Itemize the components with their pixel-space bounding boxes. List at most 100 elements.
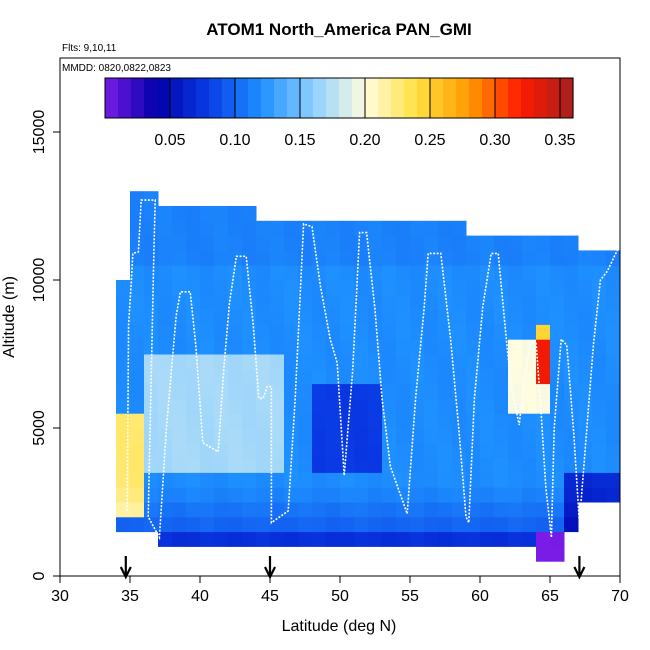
heatmap-cell bbox=[354, 516, 369, 533]
heatmap-cell bbox=[438, 457, 453, 473]
heatmap-cell bbox=[172, 398, 187, 414]
heatmap-cell bbox=[396, 457, 411, 473]
heatmap-cell bbox=[256, 220, 271, 237]
heatmap-cell bbox=[158, 516, 173, 533]
heatmap-cell bbox=[424, 516, 439, 533]
heatmap-cell bbox=[494, 472, 509, 488]
heatmap-cell bbox=[536, 309, 551, 325]
heatmap-cell bbox=[536, 502, 551, 518]
heatmap-cell bbox=[522, 339, 537, 355]
heatmap-cell bbox=[382, 472, 397, 488]
heatmap-cell bbox=[130, 487, 145, 503]
heatmap-cell bbox=[480, 309, 495, 325]
heatmap-cell bbox=[550, 442, 565, 459]
heatmap-cell bbox=[312, 442, 327, 459]
colorbar-swatch bbox=[365, 78, 379, 118]
heatmap-cell bbox=[256, 294, 271, 311]
heatmap-cell bbox=[466, 235, 481, 251]
heatmap-cell bbox=[200, 220, 215, 237]
heatmap-cell bbox=[312, 413, 327, 429]
x-axis-title: Latitude (deg N) bbox=[282, 618, 397, 635]
heatmap-cell bbox=[606, 487, 621, 503]
heatmap-cell bbox=[130, 428, 145, 444]
heatmap-cell bbox=[368, 442, 383, 459]
heatmap-cell bbox=[452, 354, 467, 370]
heatmap-cell bbox=[382, 354, 397, 370]
heatmap-cell bbox=[242, 383, 257, 399]
heatmap-cell bbox=[564, 472, 579, 488]
heatmap-cell bbox=[242, 442, 257, 459]
heatmap-cell bbox=[172, 472, 187, 488]
heatmap-cell bbox=[116, 324, 131, 340]
heatmap-cell bbox=[340, 383, 355, 399]
heatmap-cell bbox=[466, 354, 481, 370]
heatmap-cell bbox=[130, 339, 145, 355]
heatmap-cell bbox=[396, 339, 411, 355]
heatmap-cell bbox=[298, 220, 313, 237]
heatmap-cell bbox=[578, 472, 593, 488]
heatmap-cell bbox=[452, 368, 467, 385]
colorbar-swatch bbox=[274, 78, 288, 118]
heatmap-cell bbox=[564, 250, 579, 266]
heatmap-cell bbox=[452, 472, 467, 488]
heatmap-cell bbox=[242, 428, 257, 444]
heatmap-cell bbox=[466, 324, 481, 340]
heatmap-cell bbox=[536, 428, 551, 444]
heatmap-cell bbox=[480, 324, 495, 340]
heatmap-cell bbox=[410, 220, 425, 237]
heatmap-cell bbox=[382, 487, 397, 503]
heatmap-cell bbox=[312, 309, 327, 325]
heatmap-cell bbox=[284, 368, 299, 385]
heatmap-cell bbox=[606, 339, 621, 355]
heatmap-cell bbox=[200, 294, 215, 311]
heatmap-cell bbox=[158, 206, 173, 222]
heatmap-cell bbox=[368, 457, 383, 473]
heatmap-cell bbox=[186, 413, 201, 429]
heatmap-cell bbox=[326, 280, 341, 296]
flight-track bbox=[126, 199, 621, 541]
heatmap-cell bbox=[578, 354, 593, 370]
heatmap-cell bbox=[326, 472, 341, 488]
heatmap-cell bbox=[424, 531, 439, 547]
heatmap-cell bbox=[158, 220, 173, 237]
heatmap-cell bbox=[242, 280, 257, 296]
heatmap-cell bbox=[256, 428, 271, 444]
heatmap-cell bbox=[452, 531, 467, 547]
heatmap-cell bbox=[550, 457, 565, 473]
heatmap-cell bbox=[284, 265, 299, 281]
heatmap-cell bbox=[508, 324, 523, 340]
heatmap-cell bbox=[494, 487, 509, 503]
heatmap-cell bbox=[214, 309, 229, 325]
heatmap-cell bbox=[508, 457, 523, 473]
heatmap-cell bbox=[536, 250, 551, 266]
heatmap-cell bbox=[354, 339, 369, 355]
heatmap-cell bbox=[480, 250, 495, 266]
heatmap-cell bbox=[522, 294, 537, 311]
heatmap-cell bbox=[256, 250, 271, 266]
heatmap-cell bbox=[368, 324, 383, 340]
heatmap-cell bbox=[214, 280, 229, 296]
heatmap-cell bbox=[606, 457, 621, 473]
heatmap-cell bbox=[172, 309, 187, 325]
heatmap-cell bbox=[214, 220, 229, 237]
heatmap-cell bbox=[494, 457, 509, 473]
heatmap-cell bbox=[326, 428, 341, 444]
heatmap-cell bbox=[578, 294, 593, 311]
heatmap-cell bbox=[200, 368, 215, 385]
heatmap-cell bbox=[564, 235, 579, 251]
heatmap-cell bbox=[438, 235, 453, 251]
heatmap-cell bbox=[158, 265, 173, 281]
heatmap-cell bbox=[438, 368, 453, 385]
heatmap-cell bbox=[144, 280, 159, 296]
heatmap-cell bbox=[172, 354, 187, 370]
heatmap-cell bbox=[256, 265, 271, 281]
heatmap-cell bbox=[480, 265, 495, 281]
heatmap-cell bbox=[522, 457, 537, 473]
heatmap-cell bbox=[354, 472, 369, 488]
heatmap-cell bbox=[396, 383, 411, 399]
heatmap-cell bbox=[326, 531, 341, 547]
heatmap-cell bbox=[494, 413, 509, 429]
heatmap-cell bbox=[424, 368, 439, 385]
heatmap-cell bbox=[354, 368, 369, 385]
